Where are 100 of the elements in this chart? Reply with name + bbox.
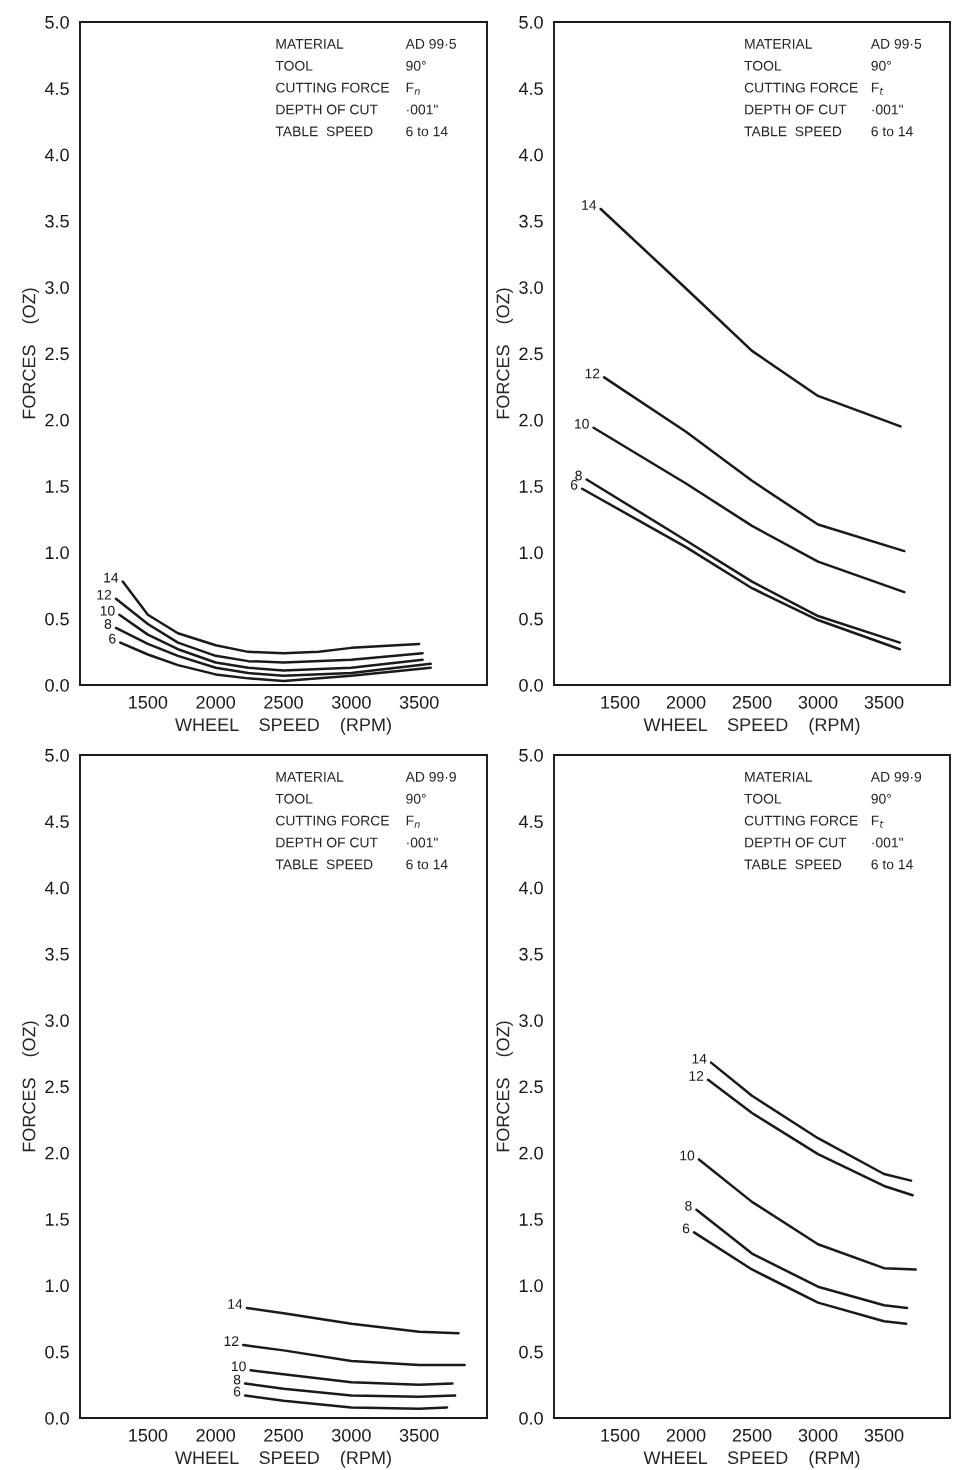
series-label: 8 bbox=[104, 619, 112, 629]
y-tick-label: 5.0 bbox=[519, 15, 543, 29]
y-tick-label: 1.0 bbox=[45, 1279, 69, 1293]
line-series bbox=[592, 426, 906, 594]
annotation: TOOL bbox=[275, 793, 313, 804]
x-tick-label: 3000 bbox=[331, 1428, 371, 1442]
line-series bbox=[243, 1394, 449, 1410]
series-label: 14 bbox=[104, 572, 119, 583]
x-tick-label: 3000 bbox=[798, 1428, 838, 1442]
annotation: 90° bbox=[871, 793, 891, 804]
annotation: F$_{n}$ bbox=[406, 82, 420, 95]
y-tick-label: 3.5 bbox=[45, 214, 69, 228]
annotation: MATERIAL bbox=[745, 39, 813, 49]
y-tick-label: 0.0 bbox=[519, 1411, 543, 1425]
x-tick-label: 1500 bbox=[601, 695, 640, 709]
line-series bbox=[692, 1231, 908, 1326]
y-tick-label: 0.5 bbox=[45, 1345, 69, 1359]
line-series bbox=[695, 1208, 909, 1310]
y-tick-label: 3.0 bbox=[45, 1014, 69, 1027]
annotation: 90° bbox=[406, 793, 426, 804]
y-tick-label: 0.0 bbox=[45, 678, 69, 692]
annotation: ·001" bbox=[407, 837, 438, 848]
y-tick-label: 4.0 bbox=[518, 148, 543, 162]
series-label: 6 bbox=[109, 633, 116, 644]
annotation: 6 to 14 bbox=[871, 859, 913, 870]
line-series bbox=[706, 1078, 914, 1197]
series-label: 8 bbox=[575, 470, 582, 481]
x-axis-title: WHEEL SPEED (RPM) bbox=[643, 1450, 860, 1468]
annotation: ·001" bbox=[407, 104, 438, 115]
y-tick-label: 1.0 bbox=[45, 546, 69, 560]
annotation: F$_{t}$ bbox=[871, 82, 884, 95]
y-tick-label: 2.0 bbox=[45, 413, 69, 427]
y-tick-label: 3.0 bbox=[519, 281, 543, 294]
annotation: F$_{n}$ bbox=[406, 815, 420, 828]
y-axis-title: FORCES (OZ) bbox=[496, 1021, 513, 1152]
line-series bbox=[602, 376, 906, 553]
y-axis-title: FORCES (OZ) bbox=[22, 1021, 39, 1152]
series-label: 12 bbox=[224, 1336, 239, 1346]
annotation: TOOL bbox=[744, 793, 782, 804]
line-series bbox=[114, 597, 424, 664]
y-tick-label: 5.0 bbox=[519, 748, 543, 762]
annotation: ·001" bbox=[872, 837, 903, 848]
y-tick-label: 1.5 bbox=[45, 1213, 69, 1226]
line-series bbox=[599, 207, 902, 428]
x-tick-label: 3500 bbox=[864, 695, 904, 709]
x-tick-label: 3000 bbox=[331, 695, 371, 709]
y-tick-label: 4.5 bbox=[44, 815, 69, 829]
y-tick-label: 3.0 bbox=[519, 1014, 543, 1027]
series-label: 12 bbox=[689, 1070, 704, 1081]
series-label: 10 bbox=[575, 418, 589, 429]
y-tick-label: 5.0 bbox=[45, 15, 69, 29]
x-tick-label: 3500 bbox=[864, 1428, 904, 1442]
annotation: DEPTH OF CUT bbox=[276, 104, 378, 115]
y-axis-title: FORCES (OZ) bbox=[496, 288, 513, 419]
series-label: 8 bbox=[685, 1200, 692, 1211]
annotation: TOOL bbox=[744, 60, 782, 71]
annotation: MATERIAL bbox=[276, 39, 344, 49]
annotation: DEPTH OF CUT bbox=[276, 837, 378, 848]
series-label: 8 bbox=[233, 1374, 241, 1385]
x-tick-label: 2000 bbox=[196, 695, 236, 709]
y-tick-label: 4.0 bbox=[44, 881, 69, 895]
x-axis-title: WHEEL SPEED (RPM) bbox=[643, 717, 860, 735]
series-label: 14 bbox=[692, 1053, 707, 1064]
y-tick-label: 4.5 bbox=[44, 82, 69, 96]
y-tick-label: 2.5 bbox=[519, 347, 543, 361]
x-tick-label: 1500 bbox=[129, 695, 168, 709]
y-tick-label: 2.0 bbox=[519, 413, 543, 427]
line-series bbox=[697, 1158, 917, 1271]
x-tick-label: 2000 bbox=[666, 695, 706, 709]
x-tick-label: 2500 bbox=[732, 695, 772, 709]
x-tick-label: 1500 bbox=[129, 1428, 168, 1442]
annotation: AD 99·5 bbox=[870, 38, 922, 49]
y-tick-label: 4.0 bbox=[518, 881, 543, 895]
annotation: MATERIAL bbox=[745, 772, 813, 782]
series-label: 10 bbox=[100, 605, 115, 616]
x-tick-label: 2500 bbox=[732, 1428, 772, 1442]
annotation: MATERIAL bbox=[276, 772, 344, 782]
x-tick-label: 2500 bbox=[264, 695, 303, 709]
y-tick-label: 3.5 bbox=[45, 947, 69, 961]
y-tick-label: 5.0 bbox=[45, 748, 69, 762]
series-label: 14 bbox=[228, 1299, 243, 1309]
annotation: DEPTH OF CUT bbox=[745, 104, 847, 115]
annotation: CUTTING FORCE bbox=[744, 82, 858, 93]
y-tick-label: 4.5 bbox=[518, 82, 543, 96]
annotation: DEPTH OF CUT bbox=[745, 837, 847, 848]
annotation: CUTTING FORCE bbox=[276, 815, 389, 826]
series-label: 12 bbox=[97, 589, 112, 600]
annotation: TOOL bbox=[275, 60, 313, 71]
y-tick-label: 2.5 bbox=[519, 1080, 543, 1094]
y-tick-label: 3.5 bbox=[519, 947, 543, 961]
line-series bbox=[243, 1382, 457, 1399]
x-tick-label: 3500 bbox=[399, 695, 439, 709]
line-series bbox=[249, 1369, 454, 1387]
line-series bbox=[245, 1306, 460, 1335]
y-tick-label: 0.5 bbox=[519, 612, 543, 626]
series-label: 10 bbox=[231, 1361, 246, 1372]
annotation: ·001" bbox=[872, 104, 903, 115]
line-series bbox=[121, 580, 421, 655]
annotation: TABLE SPEED bbox=[744, 126, 842, 137]
x-tick-label: 2000 bbox=[196, 1428, 236, 1442]
